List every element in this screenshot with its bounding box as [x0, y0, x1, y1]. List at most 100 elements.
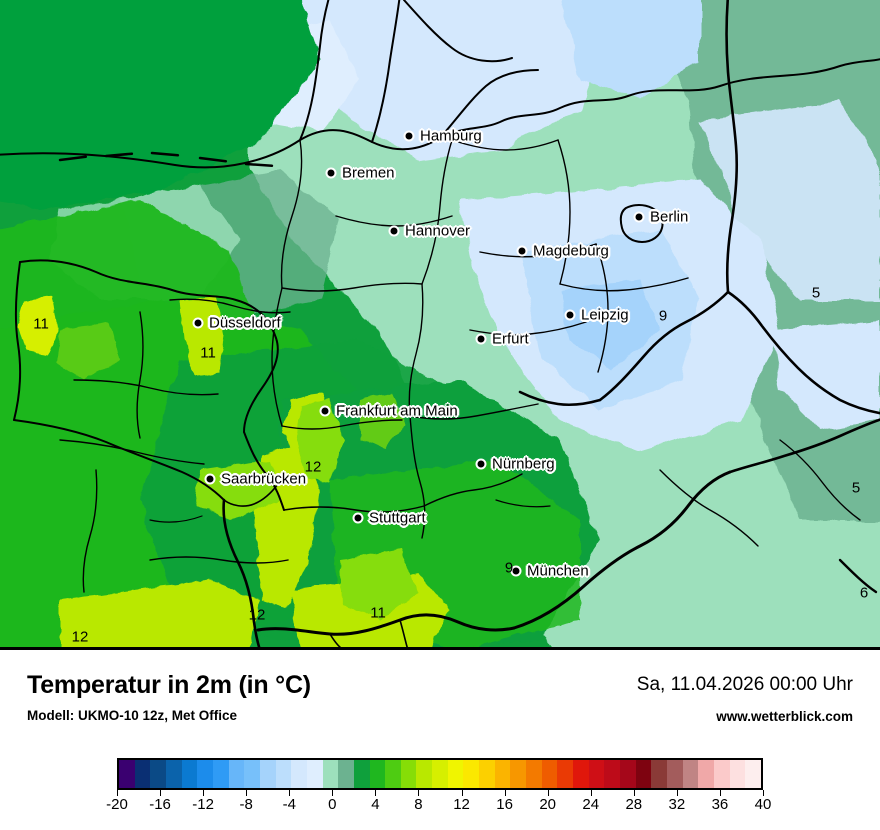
colorbar-tick [117, 790, 118, 796]
colorbar-tick [160, 790, 162, 796]
website-label: www.wetterblick.com [716, 709, 853, 724]
colorbar-tick-label: -16 [149, 796, 171, 813]
temperature-colorbar[interactable] [117, 758, 763, 790]
colorbar-swatch [713, 760, 730, 788]
colorbar-swatch [745, 760, 761, 788]
city-label: Hannover [405, 222, 471, 240]
colorbar-tick-label: 36 [711, 796, 729, 813]
colorbar-swatch [369, 760, 386, 788]
city-dot-icon [475, 333, 487, 345]
colorbar-tick [719, 790, 721, 796]
colorbar-swatch [557, 760, 574, 788]
colorbar-tick-label: -20 [106, 796, 128, 813]
colorbar-swatch [635, 760, 652, 788]
colorbar-tick-label: 8 [414, 796, 423, 813]
city-dot-icon [475, 458, 487, 470]
contour-value-label: 11 [200, 344, 216, 362]
colorbar-swatch [259, 760, 276, 788]
city-label: Frankfurt am Main [336, 402, 458, 420]
contour-value-label: 11 [370, 604, 386, 622]
colorbar-ticks: -20 -16 -12 -8 -4 0 4 8 12 16 20 24 28 32 36 40 [106, 790, 771, 820]
colorbar-swatch [212, 760, 229, 788]
colorbar-tick [590, 790, 592, 796]
colorbar-swatch [228, 760, 245, 788]
page-title: Temperatur in 2m (in °C) [27, 671, 311, 699]
colorbar-tick [547, 790, 549, 796]
colorbar-tick-label: 32 [668, 796, 686, 813]
colorbar-swatch [119, 760, 135, 788]
colorbar-tick [676, 790, 678, 796]
colorbar-swatch [291, 760, 307, 788]
colorbar-swatch [604, 760, 620, 788]
colorbar-swatch [463, 760, 480, 788]
city-dot-icon [388, 225, 400, 237]
city-label: Nürnberg [492, 455, 555, 473]
city-dot-icon [192, 317, 204, 329]
city-label: Magdeburg [533, 242, 609, 260]
city-dot-icon [510, 565, 522, 577]
colorbar-swatch [573, 760, 589, 788]
city-dot-icon [564, 309, 576, 321]
colorbar-tick-label: 16 [496, 796, 513, 813]
colorbar-swatch [134, 760, 151, 788]
city-label: Bremen [342, 164, 395, 182]
contour-value-label: 5 [851, 479, 861, 497]
colorbar-swatch [244, 760, 260, 788]
colorbar-swatch [338, 760, 354, 788]
colorbar-swatch [432, 760, 448, 788]
city-label: München [527, 562, 589, 580]
colorbar-swatch [181, 760, 198, 788]
colorbar-swatch [479, 760, 495, 788]
colorbar-tick-label: 40 [754, 796, 772, 813]
contour-value-label: 11 [33, 315, 49, 333]
colorbar-tick [633, 790, 635, 796]
contour-value-label: 12 [248, 606, 266, 624]
colorbar-tick-label: -8 [239, 796, 253, 813]
city-dot-icon [319, 405, 331, 417]
city-label: Düsseldorf [209, 314, 281, 332]
city-dot-icon [204, 473, 216, 485]
colorbar-swatch [322, 760, 339, 788]
colorbar-swatch [150, 760, 166, 788]
city-label: Erfurt [492, 330, 529, 348]
city-label: Hamburg [420, 127, 482, 145]
colorbar-swatch [588, 760, 605, 788]
contour-value-label: 5 [811, 284, 821, 302]
contour-value-label: 9 [504, 559, 514, 577]
city-label: Leipzig [581, 306, 629, 324]
colorbar-tick-label: 20 [539, 796, 556, 813]
temperature-field [0, 0, 880, 650]
colorbar-tick-label: -12 [192, 796, 214, 813]
colorbar-tick [375, 790, 377, 796]
valid-datetime: Sa, 11.04.2026 00:00 Uhr [636, 674, 853, 695]
colorbar-swatch [275, 760, 292, 788]
temperature-map[interactable]: Hamburg Bremen Hannover Berlin Magdeburg Düss… [0, 0, 880, 650]
colorbar-tick-label: -4 [282, 796, 296, 813]
colorbar-swatch [306, 760, 323, 788]
colorbar-tick [763, 790, 764, 796]
colorbar-swatch [682, 760, 699, 788]
colorbar-swatch [526, 760, 542, 788]
colorbar-tick-label: 0 [328, 796, 337, 813]
colorbar-tick [418, 790, 420, 796]
contour-value-label: 12 [304, 458, 322, 476]
city-label: Saarbrücken [221, 470, 307, 488]
map-footer: Temperatur in 2m (in °C) Modell: UKMO-10… [0, 650, 880, 830]
colorbar-tick-label: 28 [625, 796, 643, 813]
city-dot-icon [633, 211, 645, 223]
city-dot-icon [403, 130, 415, 142]
city-dot-icon [352, 512, 364, 524]
colorbar-tick [504, 790, 506, 796]
colorbar-swatch [385, 760, 401, 788]
colorbar-swatch [165, 760, 182, 788]
colorbar-swatch [353, 760, 370, 788]
colorbar-swatch [666, 760, 683, 788]
colorbar-swatch [197, 760, 213, 788]
contour-value-label: 9 [658, 307, 668, 325]
colorbar-swatch [620, 760, 636, 788]
colorbar-tick [246, 790, 248, 796]
colorbar-tick [203, 790, 205, 796]
colorbar-tick-label: 24 [582, 796, 600, 813]
contour-value-label: 12 [71, 628, 89, 646]
